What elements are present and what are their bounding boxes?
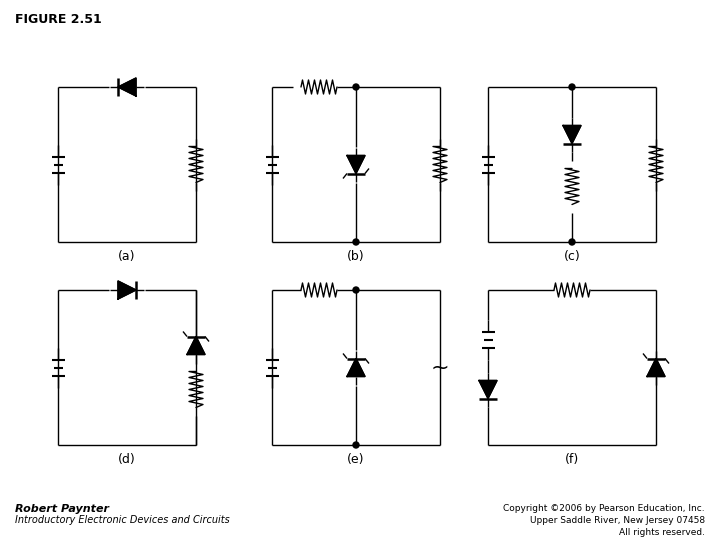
Polygon shape <box>187 336 205 354</box>
Polygon shape <box>347 359 365 376</box>
Text: (c): (c) <box>564 250 580 263</box>
Text: Introductory Electronic Devices and Circuits: Introductory Electronic Devices and Circ… <box>15 515 230 525</box>
Polygon shape <box>118 78 136 96</box>
Text: Robert Paynter: Robert Paynter <box>15 504 109 514</box>
Polygon shape <box>563 125 581 144</box>
Polygon shape <box>479 381 497 399</box>
Text: (e): (e) <box>347 453 365 466</box>
Text: (d): (d) <box>118 453 136 466</box>
Circle shape <box>353 442 359 448</box>
Text: (b): (b) <box>347 250 365 263</box>
Circle shape <box>569 239 575 245</box>
Text: (a): (a) <box>118 250 136 263</box>
Polygon shape <box>347 156 365 173</box>
Polygon shape <box>647 359 665 376</box>
Text: (f): (f) <box>565 453 579 466</box>
Circle shape <box>353 239 359 245</box>
Text: FIGURE 2.51: FIGURE 2.51 <box>15 13 102 26</box>
Text: ~: ~ <box>431 357 449 377</box>
Circle shape <box>353 287 359 293</box>
Circle shape <box>569 84 575 90</box>
Polygon shape <box>118 281 136 299</box>
Circle shape <box>353 84 359 90</box>
Text: Copyright ©2006 by Pearson Education, Inc.
Upper Saddle River, New Jersey 07458
: Copyright ©2006 by Pearson Education, In… <box>503 504 705 537</box>
